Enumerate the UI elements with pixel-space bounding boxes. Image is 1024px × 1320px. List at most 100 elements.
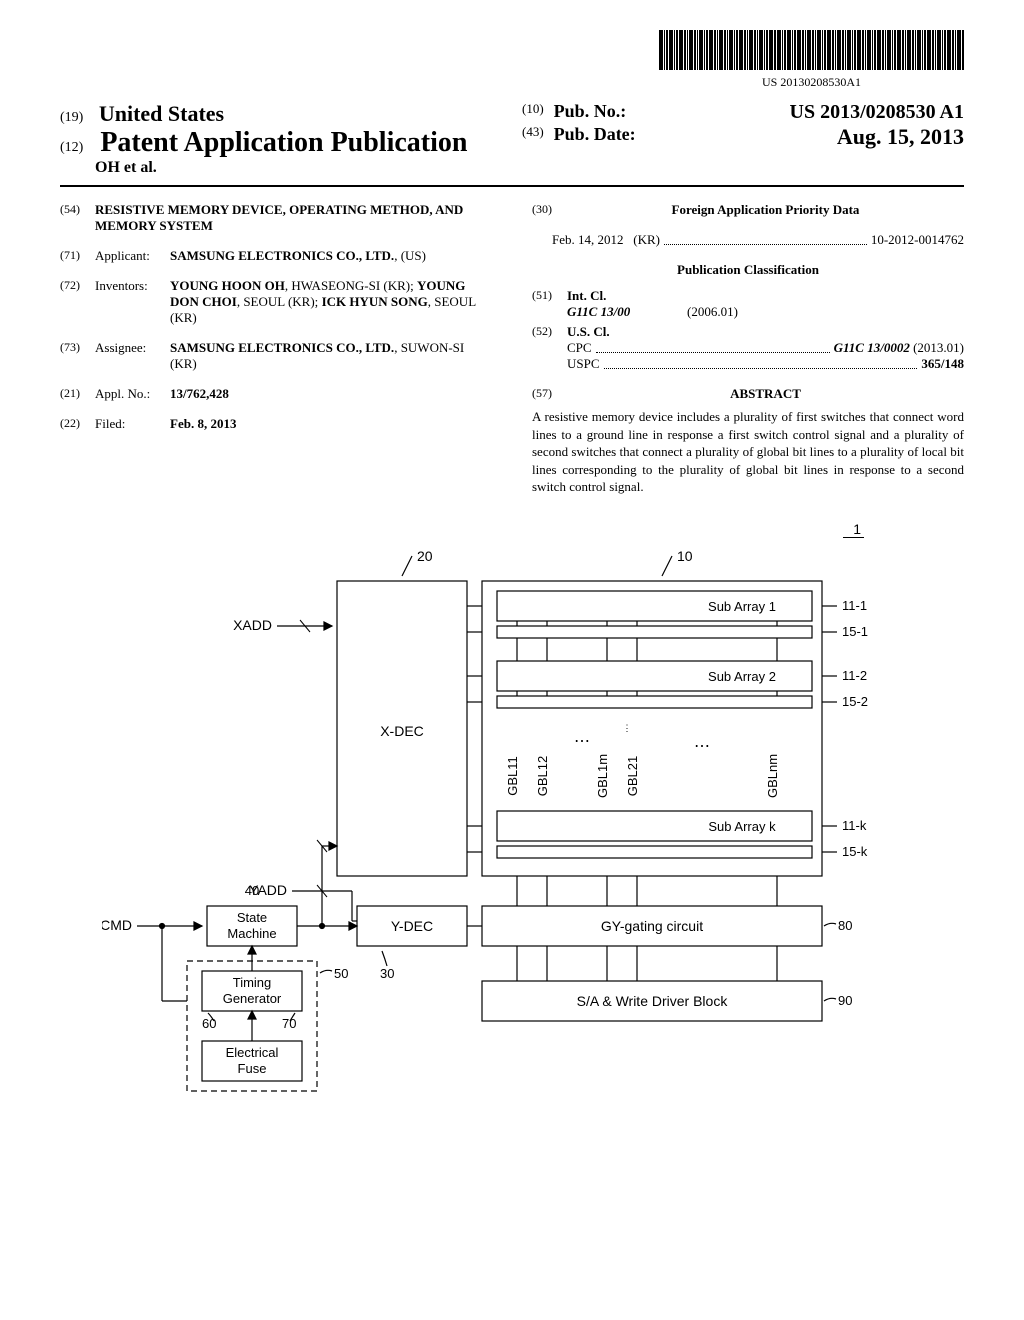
state-l1: State: [237, 910, 267, 925]
uscl-row: (52) U.S. Cl. CPCG11C 13/0002 (2013.01) …: [532, 324, 964, 372]
barcode-bars: [659, 30, 964, 70]
svg-text:⋯: ⋯: [574, 733, 590, 750]
intcl-version: (2006.01): [687, 304, 738, 320]
sub1-label: Sub Array 1: [708, 599, 776, 614]
foreign-num: 10-2012-0014762: [871, 232, 964, 248]
inventors-label: Inventors:: [95, 278, 170, 326]
uspc-label: USPC: [567, 356, 600, 372]
code-73: (73): [60, 340, 95, 372]
efuse-l2: Fuse: [238, 1061, 267, 1076]
bib-right-column: (30) Foreign Application Priority Data F…: [532, 202, 964, 496]
applno-label: Appl. No.:: [95, 386, 170, 402]
ref-30: 30: [380, 966, 394, 981]
foreign-priority-row: Feb. 14, 2012 (KR) 10-2012-0014762: [552, 232, 964, 248]
bib-left-column: (54) RESISTIVE MEMORY DEVICE, OPERATING …: [60, 202, 492, 496]
assignee-name: SAMSUNG ELECTRONICS CO., LTD., SUWON-SI …: [170, 340, 492, 372]
pub-date-row: (43) Pub. Date: Aug. 15, 2013: [522, 124, 964, 150]
code-19: (19): [60, 110, 83, 125]
ref-11-1: 11-1: [842, 598, 867, 613]
uscl-label: U.S. Cl.: [567, 324, 964, 340]
figure-1: 1 10 20 X-DEC XADD Sub Array 1 Sub: [60, 546, 964, 1106]
abstract-hdr-row: (57) ABSTRACT: [532, 386, 964, 402]
code-22: (22): [60, 416, 95, 432]
pub-no-label: Pub. No.:: [554, 101, 627, 124]
barcode-number: US 20130208530A1: [659, 75, 964, 90]
gblnm: GBLnm: [765, 754, 780, 798]
gbl21: GBL21: [625, 755, 640, 795]
sa-label: S/A & Write Driver Block: [577, 993, 729, 1009]
assignee-row: (73) Assignee: SAMSUNG ELECTRONICS CO., …: [60, 340, 492, 372]
ref-11-2: 11-2: [842, 668, 867, 683]
block-diagram: 10 20 X-DEC XADD Sub Array 1 Sub Array 2: [102, 546, 922, 1106]
foreign-hdr: Foreign Application Priority Data: [567, 202, 964, 218]
barcode-area: US 20130208530A1: [60, 30, 964, 91]
cpc-val: G11C 13/0002: [834, 340, 910, 355]
pub-type: Patent Application Publication: [100, 127, 467, 158]
header-right: (10) Pub. No.: US 2013/0208530 A1 (43) P…: [522, 101, 964, 150]
authors-line: OH et al.: [95, 159, 502, 177]
timing-l1: Timing: [233, 975, 272, 990]
assignee-label: Assignee:: [95, 340, 170, 372]
country-line: (19) United States: [60, 101, 502, 127]
ref-70: 70: [282, 1016, 296, 1031]
intcl-class: G11C 13/00: [567, 304, 687, 320]
pub-no-value: US 2013/0208530 A1: [790, 101, 964, 124]
ref-60: 60: [202, 1016, 216, 1031]
ref-15-k: 15-k: [842, 844, 868, 859]
ref-90: 90: [838, 993, 852, 1008]
ref-15-2: 15-2: [842, 694, 868, 709]
ref-40: 40: [245, 883, 259, 898]
gbl11: GBL11: [505, 756, 520, 796]
gbl12: GBL12: [535, 755, 550, 795]
svg-text:⋯: ⋯: [694, 738, 710, 755]
gbl1m: GBL1m: [595, 754, 610, 798]
uspc-val: 365/148: [921, 356, 964, 372]
applicant-name: SAMSUNG ELECTRONICS CO., LTD.: [170, 248, 394, 263]
sub2-label: Sub Array 2: [708, 669, 776, 684]
subk-label: Sub Array k: [708, 819, 776, 834]
efuse-l1: Electrical: [226, 1045, 279, 1060]
cpc-label: CPC: [567, 340, 592, 356]
intcl-row: (51) Int. Cl. G11C 13/00(2006.01): [532, 288, 964, 320]
code-21: (21): [60, 386, 95, 402]
code-52: (52): [532, 324, 567, 372]
foreign-hdr-row: (30) Foreign Application Priority Data: [532, 202, 964, 218]
filed-row: (22) Filed: Feb. 8, 2013: [60, 416, 492, 432]
ref-11-k: 11-k: [842, 818, 867, 833]
classification-hdr: Publication Classification: [532, 262, 964, 278]
ydec-label: Y-DEC: [391, 918, 433, 934]
applno-row: (21) Appl. No.: 13/762,428: [60, 386, 492, 402]
state-l2: Machine: [227, 926, 276, 941]
pub-no-row: (10) Pub. No.: US 2013/0208530 A1: [522, 101, 964, 124]
bibliographic-data: (54) RESISTIVE MEMORY DEVICE, OPERATING …: [60, 202, 964, 496]
figure-number: 1: [843, 521, 864, 538]
ref-20: 20: [417, 548, 433, 564]
foreign-country: (KR): [633, 232, 660, 247]
ref-10: 10: [677, 548, 693, 564]
cmd-label: CMD: [102, 917, 132, 933]
filed-value: Feb. 8, 2013: [170, 416, 492, 432]
ref-15-1: 15-1: [842, 624, 868, 639]
pub-date-label: Pub. Date:: [554, 124, 636, 150]
inventors-row: (72) Inventors: YOUNG HOON OH, HWASEONG-…: [60, 278, 492, 326]
filed-label: Filed:: [95, 416, 170, 432]
ref-50: 50: [334, 966, 348, 981]
gy-label: GY-gating circuit: [601, 918, 703, 934]
code-57: (57): [532, 386, 567, 402]
code-10: (10): [522, 101, 544, 124]
code-54: (54): [60, 202, 95, 234]
code-43: (43): [522, 124, 544, 150]
header: (19) United States (12) Patent Applicati…: [60, 101, 964, 177]
code-12: (12): [60, 140, 83, 155]
applicant-row: (71) Applicant: SAMSUNG ELECTRONICS CO.,…: [60, 248, 492, 264]
patent-title: RESISTIVE MEMORY DEVICE, OPERATING METHO…: [95, 202, 492, 234]
barcode: US 20130208530A1: [659, 30, 964, 90]
pub-date-value: Aug. 15, 2013: [837, 124, 964, 150]
code-30: (30): [532, 202, 567, 218]
abstract-text: A resistive memory device includes a plu…: [532, 408, 964, 496]
inventors-names: YOUNG HOON OH, HWASEONG-SI (KR); YOUNG D…: [170, 278, 492, 326]
header-divider: [60, 185, 964, 187]
applno-value: 13/762,428: [170, 386, 492, 402]
code-51: (51): [532, 288, 567, 320]
foreign-date: Feb. 14, 2012: [552, 232, 624, 247]
